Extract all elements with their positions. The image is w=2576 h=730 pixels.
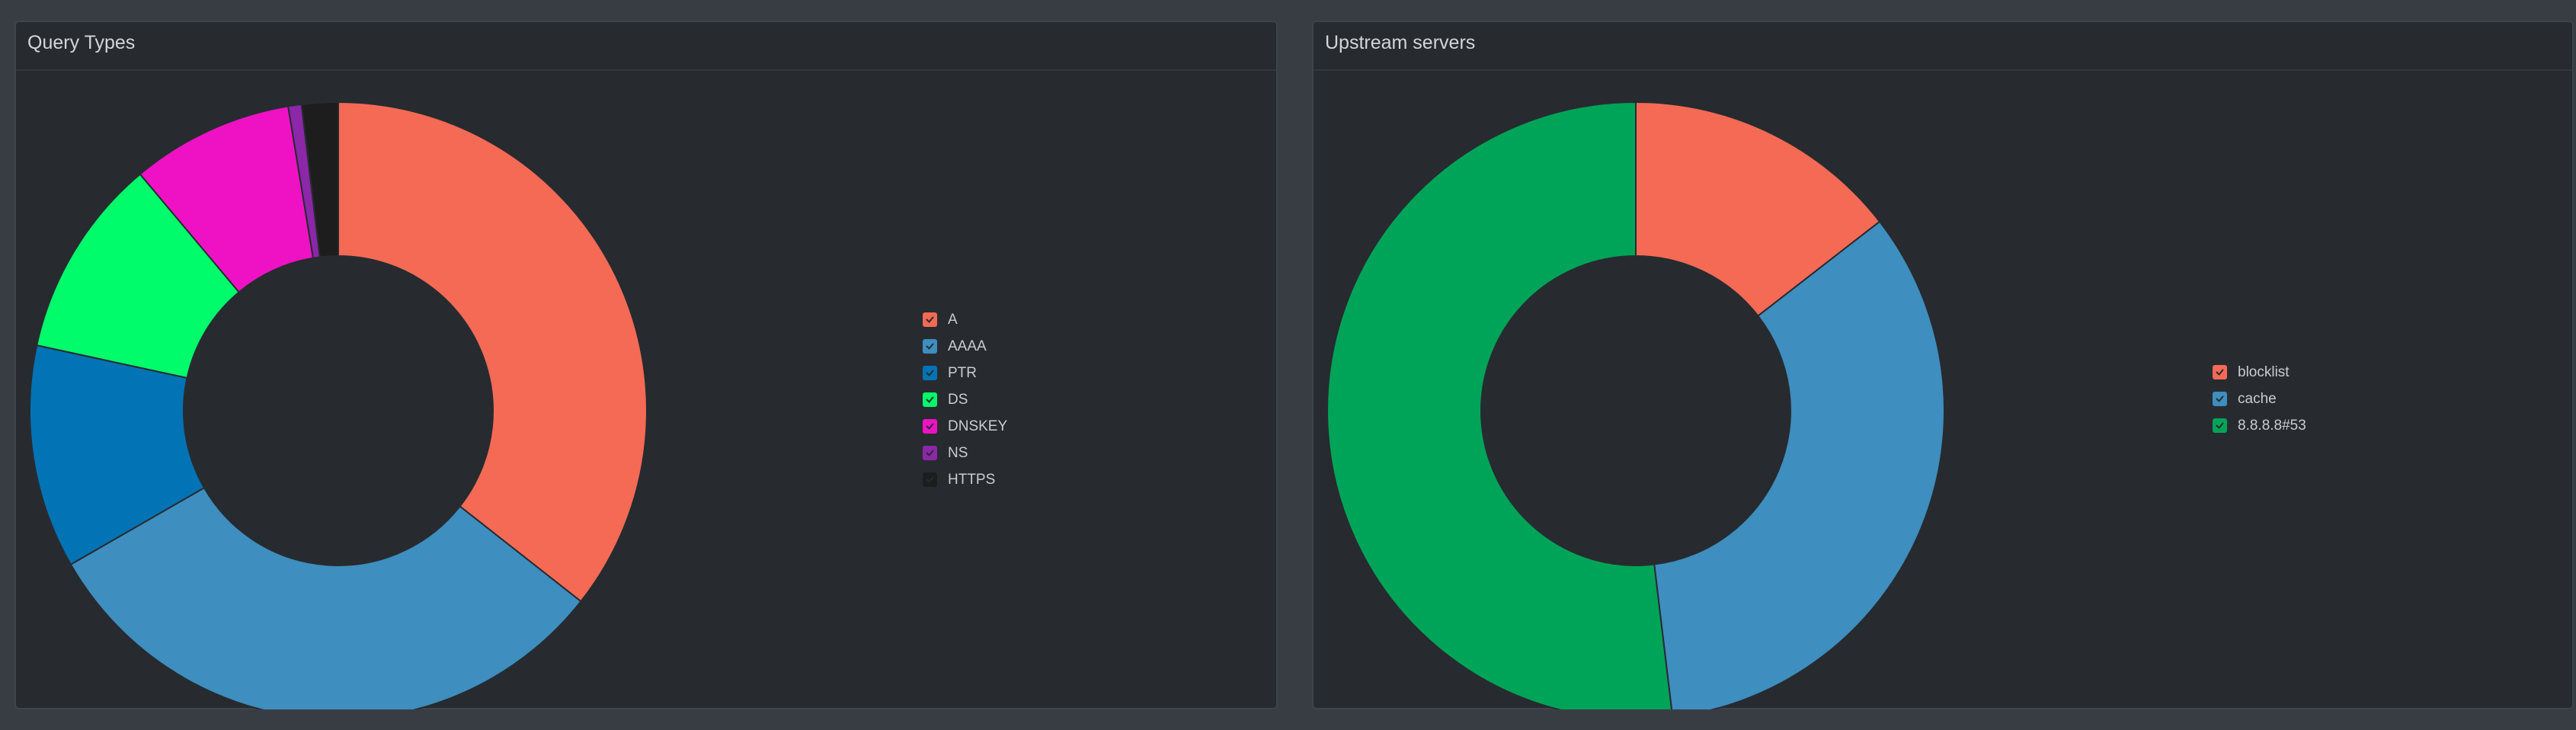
legend-label: PTR bbox=[948, 364, 977, 381]
panel-title: Query Types bbox=[27, 32, 136, 53]
legend-label: blocklist bbox=[2238, 363, 2290, 380]
checkbox-icon[interactable] bbox=[923, 419, 937, 434]
checkbox-icon[interactable] bbox=[923, 366, 937, 380]
legend-item-ns[interactable]: NS bbox=[923, 440, 1007, 466]
panel-title: Upstream servers bbox=[1325, 32, 1476, 53]
legend-item-dnskey[interactable]: DNSKEY bbox=[923, 413, 1007, 440]
slice-ptr[interactable] bbox=[29, 344, 206, 566]
slice-a[interactable] bbox=[338, 101, 648, 603]
legend-label: AAAA bbox=[948, 338, 987, 354]
legend-label: 8.8.8.8#53 bbox=[2238, 417, 2306, 434]
legend-item-ds[interactable]: DS bbox=[923, 386, 1007, 413]
query-types-doughnut-chart bbox=[29, 101, 648, 709]
query-types-legend: A AAAA PTR DS DNSKEY NS HTTPS bbox=[923, 306, 1007, 493]
legend-label: DS bbox=[948, 391, 968, 408]
checkbox-icon[interactable] bbox=[923, 446, 937, 460]
slice-8-8-8-8-53[interactable] bbox=[1326, 101, 1673, 709]
slice-cache[interactable] bbox=[1653, 220, 1945, 709]
legend-item-ptr[interactable]: PTR bbox=[923, 360, 1007, 386]
legend-label: A bbox=[948, 311, 958, 328]
legend-item-blocklist[interactable]: blocklist bbox=[2213, 359, 2306, 386]
legend-label: cache bbox=[2238, 390, 2277, 407]
legend-label: DNSKEY bbox=[948, 418, 1008, 434]
panel-header: Upstream servers bbox=[1314, 22, 2572, 71]
legend-label: NS bbox=[948, 444, 968, 461]
legend-label: HTTPS bbox=[948, 471, 996, 488]
checkbox-icon[interactable] bbox=[2213, 365, 2227, 379]
slice-aaaa[interactable] bbox=[69, 486, 582, 709]
checkbox-icon[interactable] bbox=[2213, 418, 2227, 433]
query-types-panel: Query Types A AAAA PTR DS DNSKEY NS HTTPS bbox=[14, 21, 1278, 709]
checkbox-icon[interactable] bbox=[923, 312, 937, 327]
upstream-servers-legend: blocklist cache 8.8.8.8#53 bbox=[2213, 359, 2306, 439]
checkbox-icon[interactable] bbox=[2213, 392, 2227, 406]
legend-item-https[interactable]: HTTPS bbox=[923, 466, 1007, 493]
checkbox-icon[interactable] bbox=[923, 339, 937, 354]
slice-blocklist[interactable] bbox=[1635, 101, 1881, 317]
upstream-servers-doughnut-chart bbox=[1326, 101, 1945, 709]
checkbox-icon[interactable] bbox=[923, 392, 937, 407]
legend-item-aaaa[interactable]: AAAA bbox=[923, 333, 1007, 360]
legend-item-cache[interactable]: cache bbox=[2213, 386, 2306, 412]
checkbox-icon[interactable] bbox=[923, 472, 937, 487]
slice-https[interactable] bbox=[300, 101, 339, 258]
panel-header: Query Types bbox=[16, 22, 1276, 71]
upstream-servers-panel: Upstream servers blocklist cache 8.8.8.8#5… bbox=[1312, 21, 2574, 709]
legend-item-a[interactable]: A bbox=[923, 306, 1007, 333]
legend-item-8-8-8-8-53[interactable]: 8.8.8.8#53 bbox=[2213, 412, 2306, 439]
